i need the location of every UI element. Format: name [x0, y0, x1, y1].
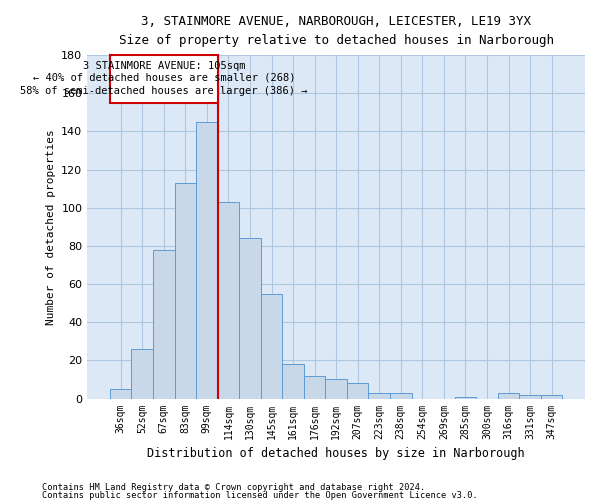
Bar: [261, 294, 282, 399]
Bar: [131, 349, 153, 399]
Bar: [218, 202, 239, 398]
Bar: [390, 393, 412, 398]
Bar: [175, 183, 196, 398]
Bar: [153, 250, 175, 398]
Bar: [304, 376, 325, 398]
Text: Contains HM Land Registry data © Crown copyright and database right 2024.: Contains HM Land Registry data © Crown c…: [42, 484, 425, 492]
Y-axis label: Number of detached properties: Number of detached properties: [46, 129, 56, 324]
Bar: [325, 380, 347, 398]
Bar: [196, 122, 218, 398]
Bar: [347, 384, 368, 398]
Bar: [110, 389, 131, 398]
Bar: [455, 396, 476, 398]
Bar: [239, 238, 261, 398]
Bar: [519, 394, 541, 398]
Bar: [541, 394, 562, 398]
Text: ← 40% of detached houses are smaller (268): ← 40% of detached houses are smaller (26…: [32, 72, 295, 83]
Bar: [282, 364, 304, 398]
Text: Contains public sector information licensed under the Open Government Licence v3: Contains public sector information licen…: [42, 490, 478, 500]
Bar: [498, 393, 519, 398]
Title: 3, STAINMORE AVENUE, NARBOROUGH, LEICESTER, LE19 3YX
Size of property relative t: 3, STAINMORE AVENUE, NARBOROUGH, LEICEST…: [119, 15, 554, 47]
Text: 3 STAINMORE AVENUE: 105sqm: 3 STAINMORE AVENUE: 105sqm: [83, 61, 245, 71]
Bar: [110, 55, 218, 103]
Text: 58% of semi-detached houses are larger (386) →: 58% of semi-detached houses are larger (…: [20, 86, 308, 96]
Bar: [368, 393, 390, 398]
X-axis label: Distribution of detached houses by size in Narborough: Distribution of detached houses by size …: [148, 447, 525, 460]
